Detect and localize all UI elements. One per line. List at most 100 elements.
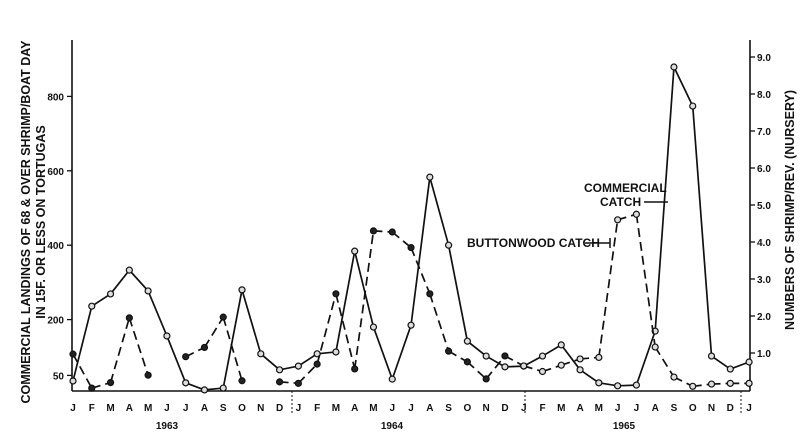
right-tick-label: 7.0 — [757, 127, 771, 138]
data-point — [595, 353, 603, 362]
data-point — [745, 379, 753, 387]
data-point — [88, 302, 96, 310]
left-tick-label: 800 — [47, 92, 64, 103]
series-segment — [410, 247, 431, 295]
left-axis-label-line2: IN 15F. OR LESS ON TORTUGAS — [34, 125, 48, 319]
data-point — [632, 381, 641, 389]
series-segment — [429, 293, 450, 352]
series-segment — [241, 289, 262, 355]
data-point — [670, 63, 678, 71]
right-tick-label: 4.0 — [757, 238, 771, 249]
series-segment — [128, 269, 149, 292]
series-segment — [147, 290, 168, 337]
series-segment — [673, 66, 694, 107]
data-point — [275, 366, 284, 374]
right-tick-label: 6.0 — [757, 164, 771, 175]
data-point — [576, 355, 584, 363]
series-segment — [542, 344, 562, 357]
month-label: O — [238, 403, 246, 414]
data-point — [651, 343, 659, 351]
data-point — [520, 362, 528, 370]
commercial-catch-series — [69, 63, 753, 394]
month-label: J — [389, 403, 395, 414]
data-point — [426, 173, 434, 181]
axes — [71, 40, 751, 392]
data-point — [106, 290, 115, 298]
buttonwood-catch-series — [69, 210, 753, 392]
month-label: A — [201, 403, 208, 414]
series-segment — [353, 250, 375, 328]
month-label: J — [70, 403, 76, 414]
month-label: O — [463, 403, 471, 414]
series-segment — [166, 335, 187, 384]
series-segment — [447, 245, 469, 342]
right-tick-label: 9.0 — [757, 53, 771, 64]
right-axis-label: NUMBERS OF SHRIMP/REV. (NURSERY) — [783, 90, 797, 330]
right-tick-label: 1.0 — [757, 349, 771, 360]
series-segment — [597, 219, 619, 358]
series-segment — [654, 346, 675, 378]
data-point — [275, 378, 284, 386]
month-label: D — [276, 403, 283, 414]
data-point — [388, 228, 396, 236]
month-label: O — [689, 403, 697, 414]
data-point — [257, 350, 265, 358]
data-point — [369, 323, 378, 331]
right-tick-label: 8.0 — [757, 90, 771, 101]
data-point — [106, 379, 115, 387]
data-point — [200, 343, 209, 352]
month-label: J — [183, 403, 189, 414]
data-point — [351, 247, 359, 255]
data-point — [200, 386, 209, 394]
data-point — [557, 361, 565, 369]
left-tick-label: 400 — [47, 241, 64, 252]
month-label: M — [106, 403, 114, 414]
data-point — [144, 287, 152, 295]
month-label: N — [708, 403, 715, 414]
series-segment — [109, 317, 131, 383]
series-segment — [203, 316, 224, 348]
data-point — [182, 379, 190, 387]
month-label: S — [220, 403, 227, 414]
month-label: M — [144, 403, 152, 414]
series-segment — [410, 177, 431, 326]
data-point — [388, 375, 396, 383]
data-point — [501, 352, 509, 360]
data-point — [463, 337, 471, 345]
month-label: S — [445, 403, 452, 414]
data-point — [69, 350, 77, 358]
data-point — [670, 373, 678, 381]
data-point — [614, 382, 622, 390]
data-point — [369, 227, 378, 235]
month-label: A — [576, 403, 583, 414]
data-point — [707, 352, 716, 360]
data-point — [144, 371, 152, 379]
month-label: S — [671, 403, 678, 414]
left-tick-label: 200 — [47, 316, 64, 327]
right-tick-label: 3.0 — [757, 275, 771, 286]
month-label: M — [557, 403, 565, 414]
series-segment — [485, 355, 506, 380]
series-segment — [579, 369, 600, 384]
month-label: D — [727, 403, 734, 414]
data-point — [313, 360, 321, 368]
series-segment — [391, 231, 412, 249]
data-point — [614, 216, 622, 224]
series-segment — [372, 326, 394, 380]
series-segment — [654, 66, 675, 332]
annotation-commercial-line1: COMMERCIAL — [584, 181, 667, 195]
data-point — [332, 348, 340, 356]
month-label: M — [369, 403, 377, 414]
series-segment — [335, 250, 356, 353]
series-segment — [222, 289, 243, 389]
data-point — [238, 377, 246, 385]
data-point — [538, 367, 547, 376]
month-label: A — [426, 403, 433, 414]
series-segment — [297, 363, 318, 384]
series-segment — [335, 293, 356, 370]
data-point — [726, 365, 734, 373]
data-point — [219, 313, 227, 321]
data-point — [726, 379, 734, 387]
series-segment — [109, 269, 131, 295]
